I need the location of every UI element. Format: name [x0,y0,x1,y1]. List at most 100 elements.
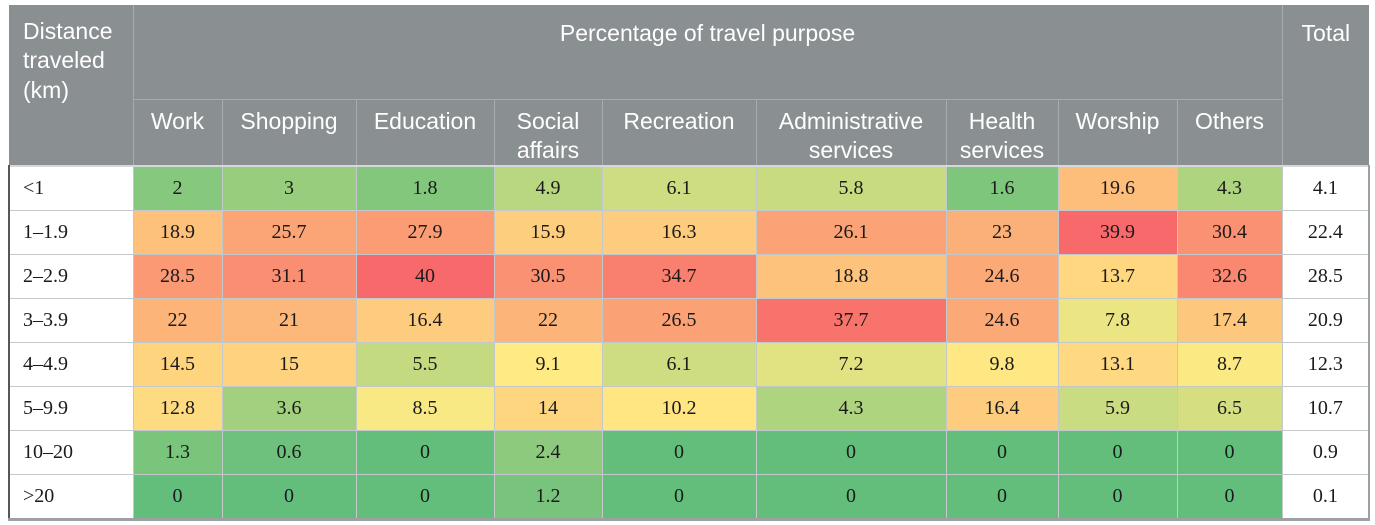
heat-cell: 18.8 [755,254,947,300]
row-label-cell: 1–1.9 [8,210,134,256]
heat-cell: 0 [755,474,947,522]
heat-cell: 4.3 [755,386,947,432]
heat-cell: 16.4 [355,298,495,344]
heat-cell: 0 [601,474,757,522]
heat-cell: 16.3 [601,210,757,256]
heat-cell: 18.9 [132,210,223,256]
heat-cell: 28.5 [132,254,223,300]
heat-cell: 19.6 [1057,165,1178,212]
heat-cell: 0 [755,430,947,476]
heat-cell: 0 [1057,430,1178,476]
heat-cell: 2 [132,165,223,212]
total-cell: 0.9 [1281,430,1371,476]
table-row: 5–9.9 12.8 3.6 8.5 14 10.2 4.3 16.4 5.9 … [8,386,1371,432]
table-header: Distance traveled (km) Percentage of tra… [9,5,1370,167]
heat-cell: 1.3 [132,430,223,476]
table-row: <1 2 3 1.8 4.9 6.1 5.8 1.6 19.6 4.3 4.1 [8,165,1371,212]
table-row: 4–4.9 14.5 15 5.5 9.1 6.1 7.2 9.8 13.1 8… [8,342,1371,388]
row-label-cell: 10–20 [8,430,134,476]
heat-cell: 0 [945,474,1059,522]
heat-cell: 0 [132,474,223,522]
travel-purpose-heatmap-table: Distance traveled (km) Percentage of tra… [8,5,1371,522]
column-header-social-affairs: Social affairs [493,98,603,167]
heat-cell: 22 [132,298,223,344]
column-header-work: Work [132,98,223,167]
row-label-cell: 5–9.9 [8,386,134,432]
heat-cell: 27.9 [355,210,495,256]
column-header-education: Education [355,98,495,167]
heat-cell: 7.2 [755,342,947,388]
column-header-health-services: Health services [945,98,1059,167]
heat-cell: 1.2 [493,474,603,522]
total-header-cell: Total [1281,5,1370,167]
heat-cell: 15.9 [493,210,603,256]
heat-cell: 39.9 [1057,210,1178,256]
heat-cell: 8.5 [355,386,495,432]
heat-cell: 32.6 [1176,254,1283,300]
heat-cell: 0 [1057,474,1178,522]
heat-cell: 37.7 [755,298,947,344]
heat-cell: 4.3 [1176,165,1283,212]
table-row: >20 0 0 0 1.2 0 0 0 0 0 0.1 [8,474,1371,522]
heat-cell: 2.4 [493,430,603,476]
total-cell: 10.7 [1281,386,1371,432]
heat-cell: 16.4 [945,386,1059,432]
heat-cell: 21 [221,298,357,344]
heat-cell: 26.1 [755,210,947,256]
total-cell: 28.5 [1281,254,1371,300]
heat-cell: 3.6 [221,386,357,432]
total-cell: 4.1 [1281,165,1371,212]
group-header-cell: Percentage of travel purpose [132,5,1283,100]
row-label-cell: 2–2.9 [8,254,134,300]
header-row-group: Distance traveled (km) Percentage of tra… [9,5,1370,167]
heat-cell: 9.8 [945,342,1059,388]
heat-cell: 15 [221,342,357,388]
heat-cell: 22 [493,298,603,344]
heat-cell: 0.6 [221,430,357,476]
column-header-others: Others [1176,98,1283,167]
heat-cell: 1.6 [945,165,1059,212]
heat-cell: 26.5 [601,298,757,344]
heat-cell: 30.5 [493,254,603,300]
heat-cell: 5.5 [355,342,495,388]
heat-cell: 5.9 [1057,386,1178,432]
column-header-administrative-services: Administrative services [755,98,947,167]
table-row: 10–20 1.3 0.6 0 2.4 0 0 0 0 0 0.9 [8,430,1371,476]
column-header-recreation: Recreation [601,98,757,167]
heat-cell: 6.1 [601,342,757,388]
heat-cell: 17.4 [1176,298,1283,344]
heat-cell: 24.6 [945,298,1059,344]
heat-cell: 6.1 [601,165,757,212]
heat-cell: 13.1 [1057,342,1178,388]
heat-cell: 0 [601,430,757,476]
heat-cell: 9.1 [493,342,603,388]
heat-cell: 0 [1176,474,1283,522]
total-cell: 12.3 [1281,342,1371,388]
column-header-shopping: Shopping [221,98,357,167]
heat-cell: 6.5 [1176,386,1283,432]
heat-cell: 30.4 [1176,210,1283,256]
row-label-cell: >20 [8,474,134,522]
total-cell: 20.9 [1281,298,1371,344]
heat-cell: 24.6 [945,254,1059,300]
total-cell: 22.4 [1281,210,1371,256]
row-label-cell: <1 [8,165,134,212]
heat-cell: 14.5 [132,342,223,388]
heat-cell: 12.8 [132,386,223,432]
column-header-worship: Worship [1057,98,1178,167]
heat-cell: 3 [221,165,357,212]
heat-cell: 40 [355,254,495,300]
heat-cell: 0 [221,474,357,522]
heat-cell: 25.7 [221,210,357,256]
total-cell: 0.1 [1281,474,1371,522]
heat-cell: 34.7 [601,254,757,300]
heat-cell: 23 [945,210,1059,256]
row-label-cell: 3–3.9 [8,298,134,344]
header-row-columns: Work Shopping Education Social affairs R… [9,98,1369,167]
row-label-cell: 4–4.9 [8,342,134,388]
heat-cell: 0 [355,474,495,522]
table-row: 3–3.9 22 21 16.4 22 26.5 37.7 24.6 7.8 1… [8,298,1371,344]
heat-cell: 1.8 [355,165,495,212]
heat-cell: 14 [493,386,603,432]
heat-cell: 4.9 [493,165,603,212]
